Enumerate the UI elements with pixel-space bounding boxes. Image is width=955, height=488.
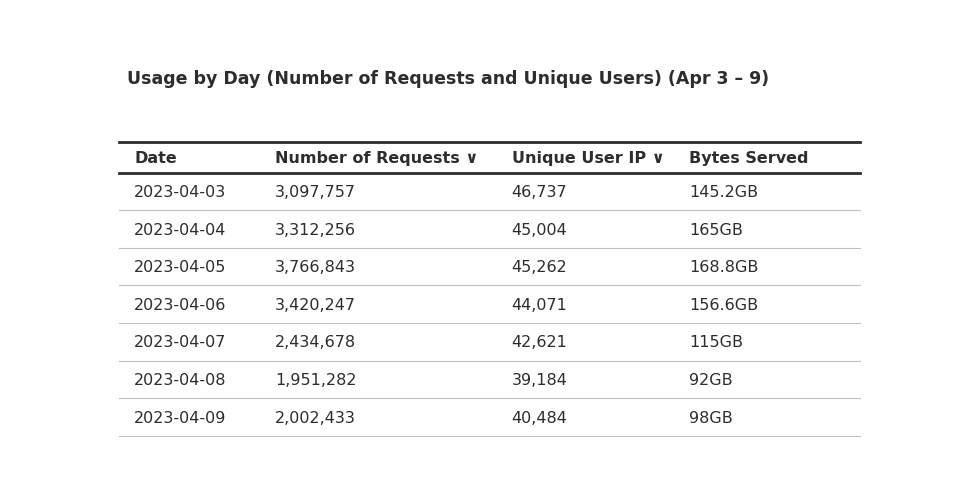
Text: 45,004: 45,004: [512, 222, 567, 237]
Text: 98GB: 98GB: [690, 410, 733, 425]
Text: 156.6GB: 156.6GB: [690, 297, 758, 312]
Text: 115GB: 115GB: [690, 335, 743, 350]
Text: Usage by Day (Number of Requests and Unique Users) (Apr 3 – 9): Usage by Day (Number of Requests and Uni…: [127, 70, 769, 88]
Text: 2023-04-03: 2023-04-03: [134, 184, 226, 200]
Text: 2,434,678: 2,434,678: [275, 335, 356, 350]
Text: 42,621: 42,621: [512, 335, 567, 350]
Text: Date: Date: [134, 151, 177, 165]
Text: 3,097,757: 3,097,757: [275, 184, 356, 200]
Text: 2023-04-09: 2023-04-09: [134, 410, 226, 425]
Text: 145.2GB: 145.2GB: [690, 184, 758, 200]
Text: 3,766,843: 3,766,843: [275, 260, 356, 275]
Text: 168.8GB: 168.8GB: [690, 260, 758, 275]
Text: 92GB: 92GB: [690, 372, 732, 387]
Text: 2023-04-07: 2023-04-07: [134, 335, 226, 350]
Text: Number of Requests ∨: Number of Requests ∨: [275, 151, 478, 165]
Text: 40,484: 40,484: [512, 410, 567, 425]
Text: 45,262: 45,262: [512, 260, 567, 275]
Text: Unique User IP ∨: Unique User IP ∨: [512, 151, 665, 165]
Text: 39,184: 39,184: [512, 372, 567, 387]
Text: 2023-04-05: 2023-04-05: [134, 260, 226, 275]
Text: Bytes Served: Bytes Served: [690, 151, 809, 165]
Text: 2023-04-08: 2023-04-08: [134, 372, 226, 387]
Text: 2023-04-06: 2023-04-06: [134, 297, 226, 312]
Text: 46,737: 46,737: [512, 184, 567, 200]
Text: 2023-04-04: 2023-04-04: [134, 222, 226, 237]
Text: 165GB: 165GB: [690, 222, 743, 237]
Text: 1,951,282: 1,951,282: [275, 372, 356, 387]
Text: 3,420,247: 3,420,247: [275, 297, 356, 312]
Text: 3,312,256: 3,312,256: [275, 222, 356, 237]
Text: 44,071: 44,071: [512, 297, 567, 312]
Text: 2,002,433: 2,002,433: [275, 410, 355, 425]
